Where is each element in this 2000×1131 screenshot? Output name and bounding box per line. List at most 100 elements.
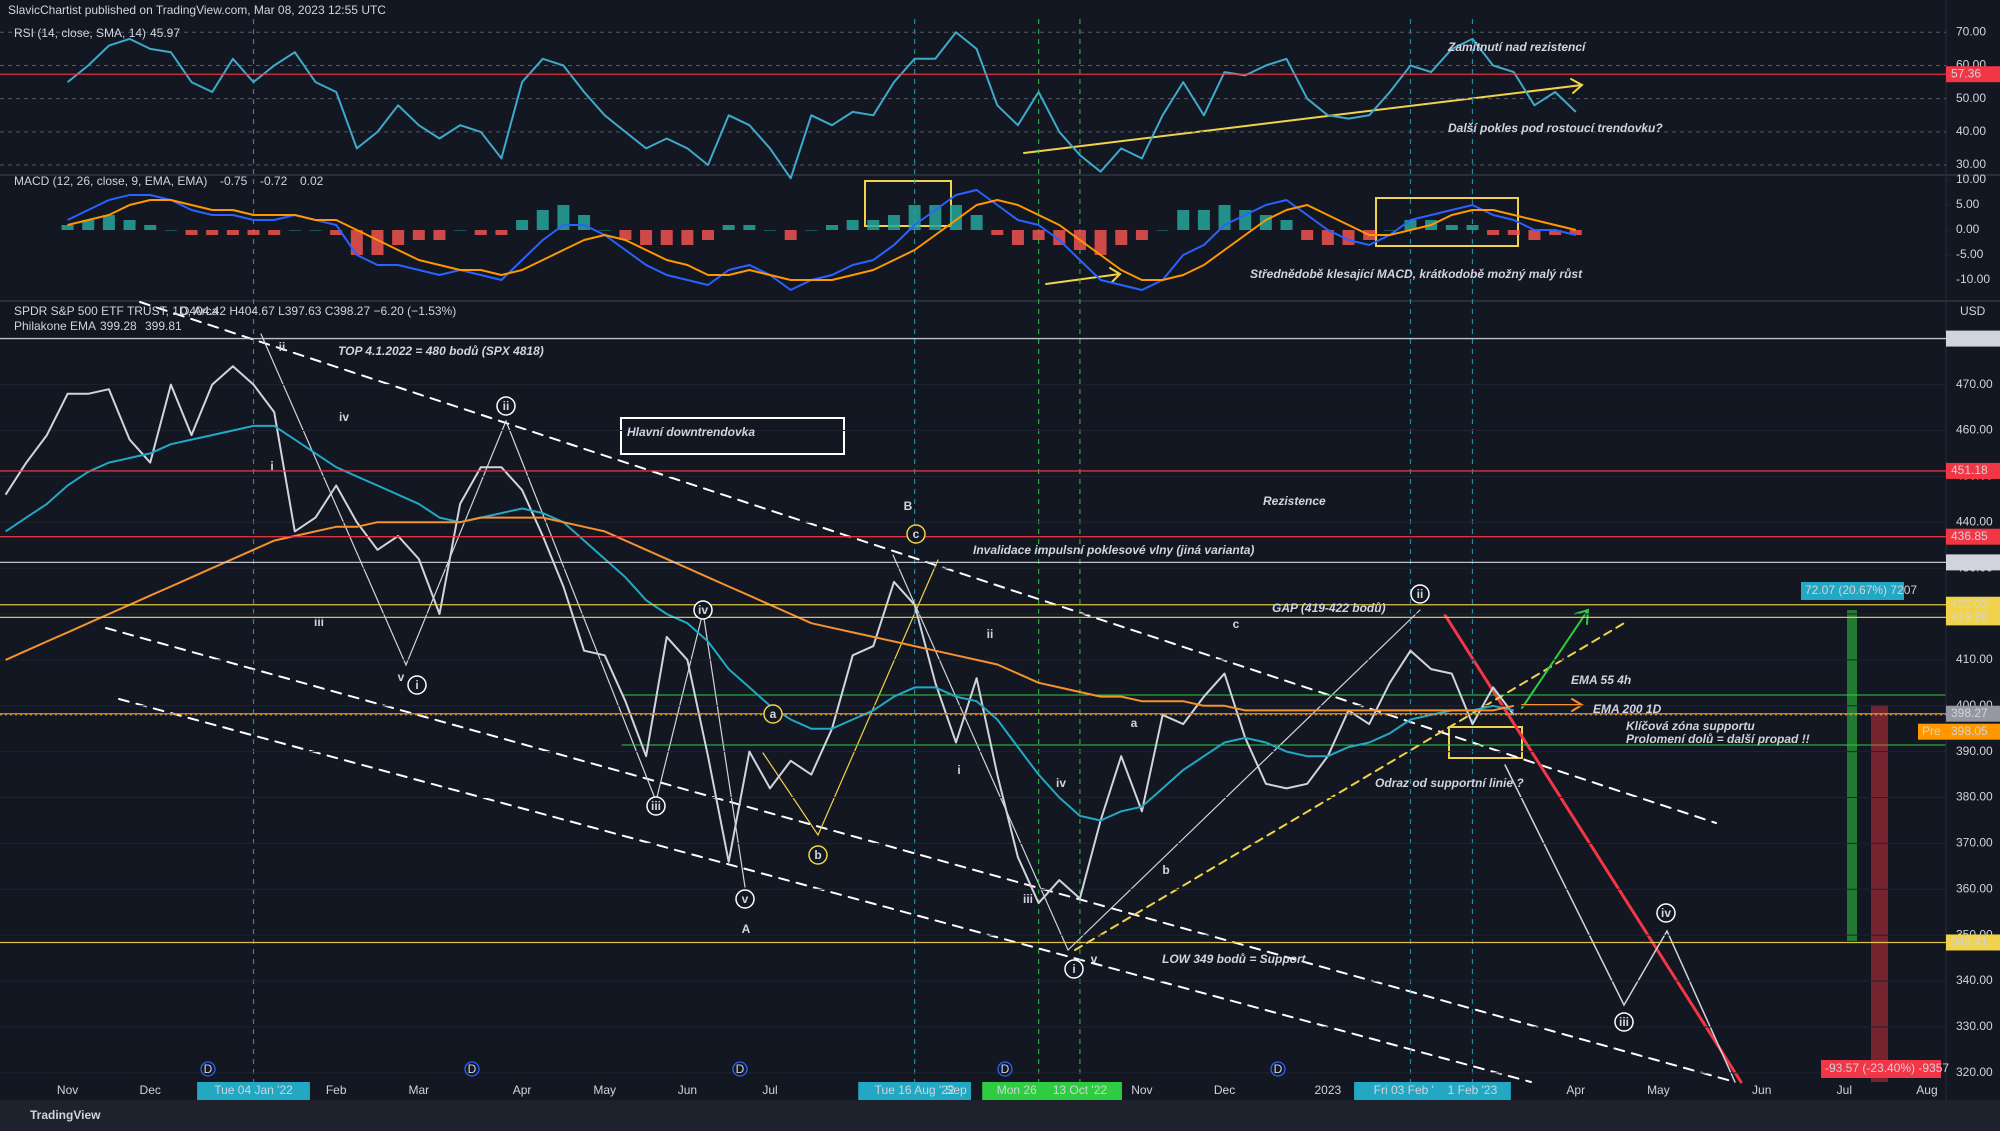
histogram-bar (516, 220, 529, 230)
wave-label: c (913, 527, 920, 541)
wave-label: a (1131, 716, 1138, 730)
wave-circle (1656, 903, 1676, 923)
x-tick-label: Mar (408, 1083, 429, 1097)
histogram-bar (1177, 210, 1190, 230)
wave-label: iv (1056, 776, 1066, 790)
wave-circle (646, 796, 666, 816)
histogram-bar (102, 215, 115, 230)
annotation: GAP (419-422 bodů) (1272, 601, 1386, 615)
wave-label: i (1072, 962, 1075, 976)
arrow (1045, 273, 1121, 285)
x-tick-label: Dec (140, 1083, 161, 1097)
histogram-bar (61, 225, 74, 230)
event-icon (464, 1061, 480, 1077)
histogram-bar (640, 230, 653, 245)
histogram-bar (1466, 225, 1479, 230)
level-label: 419.26 (1951, 610, 1988, 624)
wave-label: b (1162, 863, 1169, 877)
y-tick-label: 410.00 (1956, 652, 1993, 666)
histogram-bar (702, 230, 715, 240)
x-tick-label: Jul (762, 1083, 777, 1097)
highlight-box (864, 180, 952, 227)
wave-circle (763, 704, 783, 724)
y-tick-label: 50.00 (1956, 91, 1986, 105)
date-highlight (858, 1082, 972, 1100)
annotation: EMA 55 4h (1571, 673, 1631, 687)
level-label: 480.03 (1951, 331, 1988, 345)
currency: USD (1960, 304, 1986, 318)
projection (1504, 764, 1736, 1083)
x-tick-label: Jun (1752, 1083, 1771, 1097)
trend-line (1023, 84, 1583, 154)
level-label: 398.27 (1951, 706, 1988, 720)
histogram-bar (1053, 230, 1066, 245)
wave-circle (1410, 584, 1430, 604)
wave-circle (1614, 1012, 1634, 1032)
y-tick-label: 70.00 (1956, 24, 1986, 38)
x-tick-label: Tue 16 Aug '22 (875, 1083, 955, 1097)
histogram-bar (660, 230, 673, 245)
y-tick-label: 340.00 (1956, 973, 1993, 987)
legend-value: 0.02 (300, 174, 324, 188)
wave-label: ii (279, 340, 286, 354)
histogram-bar (144, 225, 157, 230)
x-tick-label: May (1647, 1083, 1670, 1097)
annotation: Prolomení dolů = další propad !! (1626, 732, 1810, 746)
y-tick-label: 380.00 (1956, 790, 1993, 804)
event-icon (1270, 1061, 1286, 1077)
wave-label: a (770, 707, 777, 721)
histogram-bar (433, 230, 446, 240)
channel-line (118, 698, 1532, 1083)
legend-value: 399.28 (100, 319, 137, 333)
legend-indicator: Philakone EMA (14, 319, 96, 333)
histogram-bar (887, 215, 900, 230)
date-highlight (1037, 1082, 1122, 1100)
legend-value: 399.81 (145, 319, 182, 333)
event-label: D (468, 1062, 477, 1076)
histogram-bar (164, 230, 177, 231)
wave-label: A (742, 922, 751, 936)
histogram-bar (185, 230, 198, 235)
wave-label: iv (1661, 906, 1671, 920)
wave-circle (735, 889, 755, 909)
wave-label: v (398, 670, 405, 684)
histogram-bar (1549, 230, 1562, 235)
measure-label: 72.07 (20.67%) 7207 (1805, 583, 1917, 597)
trend-line (1074, 621, 1627, 951)
annotation: Střednědobě klesající MACD, krátkodobě m… (1250, 267, 1583, 281)
annotation: Invalidace impulsní poklesové vlny (jiná… (973, 543, 1254, 557)
y-tick-label: 10.00 (1956, 172, 1986, 186)
histogram-bar (536, 210, 549, 230)
x-tick-label: Jun (678, 1083, 697, 1097)
wave-label: b (814, 848, 821, 862)
histogram-bar (1404, 220, 1417, 230)
wave-circle (808, 845, 828, 865)
histogram-bar (970, 215, 983, 230)
histogram-bar (1445, 225, 1458, 230)
legend-value: 45.97 (150, 26, 180, 40)
level-label-bg (1946, 723, 2000, 740)
level-label: 422.02 (1951, 597, 1988, 611)
x-tick-label: Tue 04 Jan '22 (214, 1083, 293, 1097)
histogram-bar (1239, 210, 1252, 230)
level-label-bg (1946, 934, 2000, 951)
wave-label: v (742, 892, 749, 906)
wave-circle (693, 600, 713, 620)
histogram-bar (226, 230, 239, 235)
wave-label: iii (1023, 892, 1033, 906)
arrow-head (1109, 267, 1122, 283)
y-tick-label: 320.00 (1956, 1065, 1993, 1079)
annotation: Hlavní downtrendovka (627, 425, 755, 439)
event-icon (997, 1061, 1013, 1077)
level-prefix-bg (1918, 723, 1946, 740)
wave-path (892, 554, 1421, 952)
histogram-bar (557, 205, 570, 230)
level-label-bg (1946, 609, 2000, 626)
brand: TradingView (30, 1108, 101, 1122)
level-label: 451.18 (1951, 463, 1988, 477)
event-icon (200, 1061, 216, 1077)
y-tick-label: 360.00 (1956, 881, 1993, 895)
histogram-bar (1011, 230, 1024, 245)
